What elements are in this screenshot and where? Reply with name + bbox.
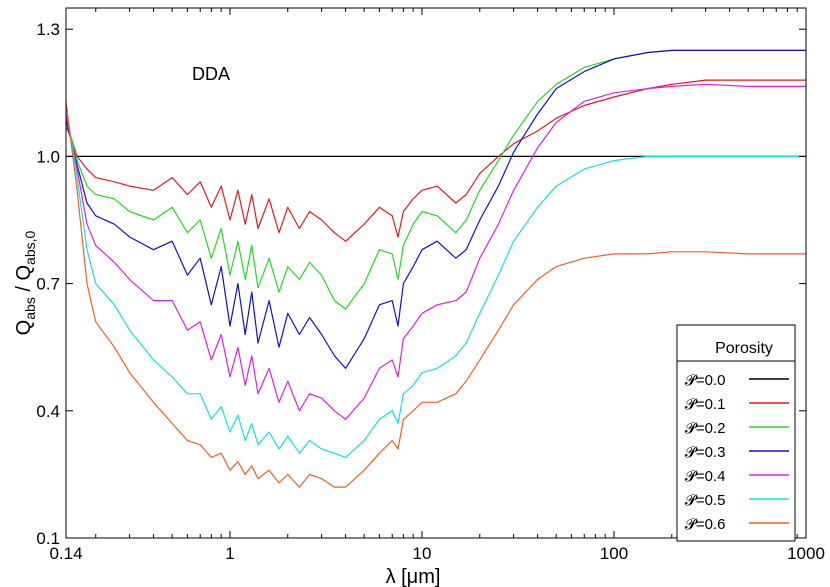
legend: Porosity 𝓟=0.0 𝓟=0.1 𝓟=0.2 𝓟=0.3 𝓟=0.4 𝓟=0.5 𝓟=… bbox=[676, 324, 796, 542]
x-tick-label-0: 0.14 bbox=[49, 544, 82, 563]
series-line-1 bbox=[66, 79, 806, 242]
series-layer bbox=[66, 49, 806, 488]
legend-label-1: 𝓟=0.1 bbox=[685, 396, 725, 413]
series-line-6 bbox=[66, 101, 806, 488]
legend-label-3: 𝓟=0.3 bbox=[685, 444, 725, 461]
plot-frame bbox=[65, 7, 807, 539]
legend-title: Porosity bbox=[715, 340, 773, 357]
y-tick-label-4: 1.3 bbox=[36, 20, 60, 39]
series-line-5 bbox=[66, 105, 806, 458]
legend-label-6: 𝓟=0.6 bbox=[685, 516, 725, 533]
y-tick-label-3: 1.0 bbox=[36, 147, 60, 166]
series-line-4 bbox=[66, 83, 806, 420]
x-tick-label-1: 1 bbox=[225, 544, 234, 563]
y-tick-label-2: 0.7 bbox=[36, 275, 60, 294]
x-tick-label-3: 100 bbox=[600, 544, 628, 563]
x-axis-label: λ [μm] bbox=[386, 566, 441, 587]
legend-label-0: 𝓟=0.0 bbox=[685, 372, 725, 389]
y-tick-label-0: 0.1 bbox=[36, 529, 60, 548]
y-tick-label-1: 0.4 bbox=[36, 402, 60, 421]
series-line-2 bbox=[66, 49, 806, 310]
y-axis-label: Qabs / Qabs,0 bbox=[13, 230, 38, 335]
series-line-3 bbox=[66, 49, 806, 369]
x-tick-label-2: 10 bbox=[413, 544, 432, 563]
x-tick-label-4: 1000 bbox=[787, 544, 825, 563]
legend-label-4: 𝓟=0.4 bbox=[685, 468, 725, 485]
ticks-layer: 0.14 1 10 100 1000 0.1 0.4 0.7 1.0 1.3 bbox=[36, 8, 825, 563]
legend-label-2: 𝓟=0.2 bbox=[685, 420, 725, 437]
annotation-label: DDA bbox=[192, 64, 230, 84]
legend-label-5: 𝓟=0.5 bbox=[685, 492, 725, 509]
